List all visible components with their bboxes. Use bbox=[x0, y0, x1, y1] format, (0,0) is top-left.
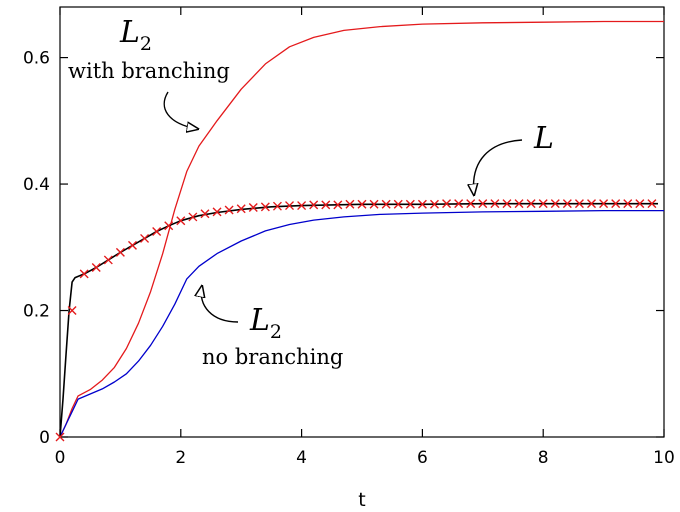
x-marker-point bbox=[164, 221, 174, 231]
annotation-l2-no-branching-text: no branching bbox=[202, 345, 343, 369]
series-line-1 bbox=[59, 209, 664, 438]
series-line-0 bbox=[59, 20, 664, 438]
x-marker-point bbox=[103, 255, 113, 265]
annotation-l-math: L bbox=[533, 121, 554, 156]
annotation-l2-with-branching-math: L bbox=[119, 15, 140, 50]
x-marker-point bbox=[454, 199, 464, 209]
x-tick-label: 2 bbox=[175, 448, 186, 468]
x-marker-point bbox=[91, 263, 101, 273]
series-line-2 bbox=[59, 202, 658, 438]
x-marker-point bbox=[381, 199, 391, 209]
x-marker-point bbox=[260, 202, 270, 212]
x-tick-label: 0 bbox=[55, 448, 66, 468]
y-tick-label: 0.4 bbox=[23, 175, 50, 195]
x-marker-point bbox=[127, 240, 137, 250]
x-marker-point bbox=[611, 199, 621, 209]
x-marker-point bbox=[297, 201, 307, 211]
annotation-l2-with-branching-sub: 2 bbox=[140, 33, 152, 55]
x-axis-label: t bbox=[358, 489, 365, 511]
x-marker-point bbox=[393, 199, 403, 209]
x-marker-point bbox=[224, 205, 234, 215]
x-marker-point bbox=[152, 226, 162, 236]
annotation-l2-no-branching: L2 no branching bbox=[201, 286, 343, 369]
x-marker-point bbox=[345, 199, 355, 209]
x-marker-point bbox=[502, 199, 512, 209]
x-marker-point bbox=[526, 199, 536, 209]
x-tick-label: 6 bbox=[417, 448, 428, 468]
annotation-l2-no-branching-sub: 2 bbox=[270, 321, 282, 343]
x-marker-point bbox=[574, 199, 584, 209]
x-marker-point bbox=[272, 201, 282, 211]
annotation-l2-no-branching-symbol: L2 bbox=[249, 303, 282, 343]
x-marker-point bbox=[429, 199, 439, 209]
x-marker-point bbox=[599, 199, 609, 209]
x-marker-point bbox=[115, 247, 125, 257]
x-tick-label: 8 bbox=[538, 448, 549, 468]
x-marker-point bbox=[79, 269, 89, 279]
x-marker-point bbox=[405, 199, 415, 209]
x-axis-ticks: 0 2 4 6 8 10 bbox=[55, 7, 675, 468]
x-tick-label: 4 bbox=[296, 448, 307, 468]
x-marker-point bbox=[490, 199, 500, 209]
x-marker-point bbox=[285, 201, 295, 211]
annotation-arrow-l bbox=[473, 139, 523, 195]
y-tick-label: 0.2 bbox=[23, 302, 50, 322]
x-marker-point bbox=[587, 199, 597, 209]
y-tick-label: 0 bbox=[39, 428, 50, 448]
x-marker-point bbox=[538, 199, 548, 209]
x-marker-point bbox=[514, 199, 524, 209]
x-marker-point bbox=[442, 199, 452, 209]
annotation-arrow-no-branching bbox=[201, 286, 239, 323]
x-marker-point bbox=[236, 204, 246, 214]
x-marker-point bbox=[357, 199, 367, 209]
series-layer bbox=[55, 20, 664, 442]
annotation-l2-with-branching-text: with branching bbox=[68, 59, 230, 83]
x-marker-point bbox=[417, 199, 427, 209]
x-marker-point bbox=[333, 200, 343, 210]
x-marker-point bbox=[176, 216, 186, 226]
x-marker-point bbox=[466, 199, 476, 209]
x-marker-point bbox=[55, 432, 65, 442]
x-tick-label: 10 bbox=[653, 448, 675, 468]
x-marker-point bbox=[369, 199, 379, 209]
x-marker-point bbox=[550, 199, 560, 209]
x-marker-point bbox=[140, 233, 150, 243]
x-marker-point bbox=[321, 200, 331, 210]
x-marker-point bbox=[212, 207, 222, 217]
x-marker-point bbox=[309, 200, 319, 210]
x-marker-point bbox=[635, 199, 645, 209]
x-marker-point bbox=[188, 212, 198, 222]
x-marker-point bbox=[248, 202, 258, 212]
x-marker-point bbox=[200, 209, 210, 219]
y-axis-ticks: 0 0.2 0.4 0.6 bbox=[23, 49, 664, 448]
annotation-l2-no-branching-math: L bbox=[249, 303, 270, 338]
x-marker-point bbox=[67, 306, 77, 316]
plot-frame bbox=[59, 6, 665, 438]
annotation-l: L bbox=[473, 121, 554, 195]
annotation-l2-with-branching: L2 with branching bbox=[68, 15, 230, 129]
x-marker-point bbox=[623, 199, 633, 209]
marker-series bbox=[55, 199, 657, 442]
x-marker-point bbox=[647, 199, 657, 209]
x-marker-point bbox=[562, 199, 572, 209]
x-marker-point bbox=[478, 199, 488, 209]
annotation-arrow-with-branching bbox=[163, 91, 198, 129]
annotation-l2-with-branching-symbol: L2 bbox=[119, 15, 152, 55]
y-tick-label: 0.6 bbox=[23, 49, 50, 69]
